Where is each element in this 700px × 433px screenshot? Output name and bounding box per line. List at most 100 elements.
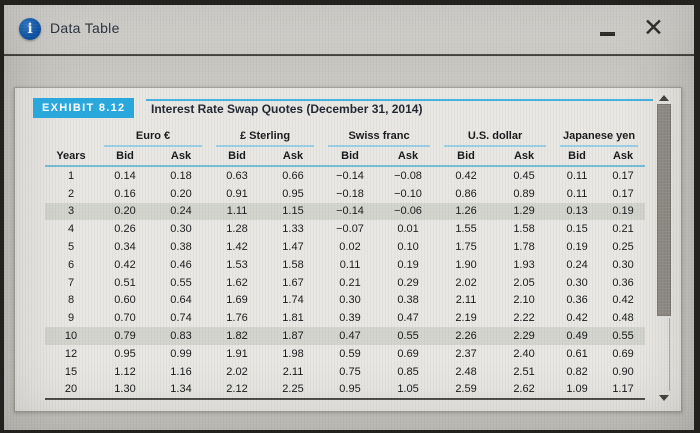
- quote-cell: 0.34: [114, 241, 136, 254]
- quote-cell: 2.26: [437, 327, 496, 345]
- quote-cell: 0.49: [553, 327, 602, 345]
- quote-cell: 0.55: [601, 327, 646, 345]
- quote-cell: 2.12: [209, 380, 266, 401]
- quote-cell: 1.42: [226, 241, 248, 254]
- scrollbar-thumb[interactable]: [657, 104, 671, 316]
- quote-cell: 0.91: [226, 187, 248, 200]
- quote-cell: −0.10: [394, 187, 422, 200]
- quote-cell: 1.16: [170, 365, 192, 378]
- currency-group-header: U.S. dollar: [437, 128, 553, 147]
- table-row: 10 0.79 0.83 1.82 1.87 0.47 0.55 2.26 2.29 0.49 0.…: [45, 327, 646, 345]
- quote-cell: 0.90: [612, 365, 634, 378]
- table-row: 3 0.20 0.24 1.11 1.15 −0.14 −0.06 1.26 1.29 0.13 0…: [45, 202, 646, 221]
- quote-cell: 1.75: [455, 241, 477, 254]
- scroll-track: [669, 318, 670, 391]
- minimize-button[interactable]: [600, 32, 615, 36]
- currency-group-header: Japanese yen: [553, 128, 645, 147]
- currency-group-row: Euro € £ Sterling Swiss franc U.S. dollar Ja…: [45, 128, 645, 147]
- quote-cell: 1.34: [153, 380, 210, 401]
- quote-cell: 0.20: [97, 202, 153, 221]
- quote-cell: 0.29: [397, 276, 419, 289]
- quote-cell: 0.30: [339, 294, 361, 307]
- bid-ask-header: Ask: [601, 147, 646, 167]
- year-cell: 7: [67, 276, 75, 289]
- currency-group-header: Euro €: [97, 128, 209, 147]
- scroll-up-icon[interactable]: [659, 95, 669, 101]
- year-cell: 6: [67, 258, 75, 271]
- quote-cell: 0.15: [566, 223, 588, 236]
- quote-cell: 0.82: [566, 365, 588, 378]
- window-title: Data Table: [50, 20, 120, 36]
- quote-cell: 2.48: [455, 365, 477, 378]
- quote-cell: −0.08: [394, 169, 422, 182]
- quote-cell: 0.89: [513, 187, 535, 200]
- year-cell: 12: [64, 347, 78, 360]
- quote-cell: 2.59: [437, 380, 496, 401]
- year-cell: 1: [67, 169, 75, 182]
- year-cell: 2: [67, 187, 75, 200]
- quote-cell: 1.58: [513, 223, 535, 236]
- quote-cell: 0.47: [397, 312, 419, 325]
- quote-cell: 1.12: [114, 365, 136, 378]
- table-row: 4 0.26 0.30 1.28 1.33 −0.07 0.01 1.55 1.58 0.15 0.…: [45, 220, 645, 238]
- currency-group-label: Japanese yen: [560, 130, 639, 147]
- currency-group-label: U.S. dollar: [444, 130, 547, 147]
- quote-cell: 0.24: [153, 202, 210, 221]
- quote-cell: 0.30: [566, 276, 588, 289]
- table-row: 6 0.42 0.46 1.53 1.58 0.11 0.19 1.90 1.93 0.24 0.3…: [45, 256, 645, 274]
- quote-cell: 0.64: [170, 294, 192, 307]
- quote-cell: 2.40: [513, 347, 535, 360]
- quote-cell: 0.42: [455, 169, 477, 182]
- quote-cell: 1.29: [495, 202, 554, 221]
- quote-cell: 0.55: [170, 276, 192, 289]
- title-bar: i Data Table ✕: [4, 5, 694, 56]
- quote-cell: 2.02: [226, 365, 248, 378]
- exhibit-label: EXHIBIT 8.12: [33, 98, 135, 118]
- quote-cell: 2.37: [455, 347, 477, 360]
- quote-cell: 0.75: [339, 365, 361, 378]
- quote-cell: 0.17: [612, 169, 634, 182]
- scroll-down-icon[interactable]: [659, 395, 669, 401]
- window-content: i Data Table ✕ EXHIBIT 8.12 Interest Rat…: [4, 5, 694, 430]
- quote-cell: 0.10: [397, 241, 419, 254]
- bid-ask-header: Bid: [97, 147, 153, 167]
- quote-cell: 1.81: [282, 312, 304, 325]
- quote-cell: 1.62: [226, 276, 248, 289]
- year-cell: 8: [67, 294, 75, 307]
- quote-cell: 0.42: [566, 312, 588, 325]
- quote-cell: 0.45: [513, 169, 535, 182]
- quote-cell: 2.25: [265, 380, 322, 401]
- quote-cell: 1.90: [455, 258, 477, 271]
- quote-cell: 0.25: [612, 241, 634, 254]
- quote-cell: 0.30: [612, 258, 634, 271]
- table-row: 20 1.30 1.34 2.12 2.25 0.95 1.05 2.59 2.62 1.09 1.…: [45, 380, 646, 401]
- year-cell: 5: [67, 241, 75, 254]
- header-rule: [146, 99, 653, 101]
- table-row: 7 0.51 0.55 1.62 1.67 0.21 0.29 2.02 2.05 0.30 0.3…: [45, 274, 645, 292]
- close-button[interactable]: ✕: [643, 14, 664, 42]
- bid-ask-header: Bid: [437, 147, 496, 167]
- quote-cell: 1.67: [282, 276, 304, 289]
- vertical-scrollbar[interactable]: [656, 88, 671, 411]
- quote-cell: 0.70: [114, 312, 136, 325]
- quote-cell: 0.95: [321, 380, 380, 401]
- bid-ask-header: Ask: [495, 147, 554, 167]
- quote-cell: 2.11: [282, 365, 304, 378]
- quote-cell: −0.07: [336, 223, 364, 236]
- quote-cell: 2.11: [455, 294, 477, 307]
- quote-cell: 0.74: [170, 312, 192, 325]
- quote-cell: 0.69: [397, 347, 419, 360]
- corner-cell: [45, 128, 97, 147]
- quote-cell: 1.87: [265, 327, 322, 345]
- years-header: Years: [45, 147, 97, 167]
- quote-cell: 0.86: [455, 187, 477, 200]
- quote-cell: 1.76: [226, 312, 248, 325]
- quote-cell: 0.11: [566, 187, 588, 200]
- quote-cell: 1.82: [209, 327, 266, 345]
- quote-cell: 0.85: [397, 365, 419, 378]
- quote-cell: 0.38: [170, 241, 192, 254]
- currency-group-label: Swiss franc: [328, 130, 431, 147]
- quote-cell: 0.55: [379, 327, 438, 345]
- table-row: 12 0.95 0.99 1.91 1.98 0.59 0.69 2.37 2.40 0.61 0.…: [45, 345, 645, 363]
